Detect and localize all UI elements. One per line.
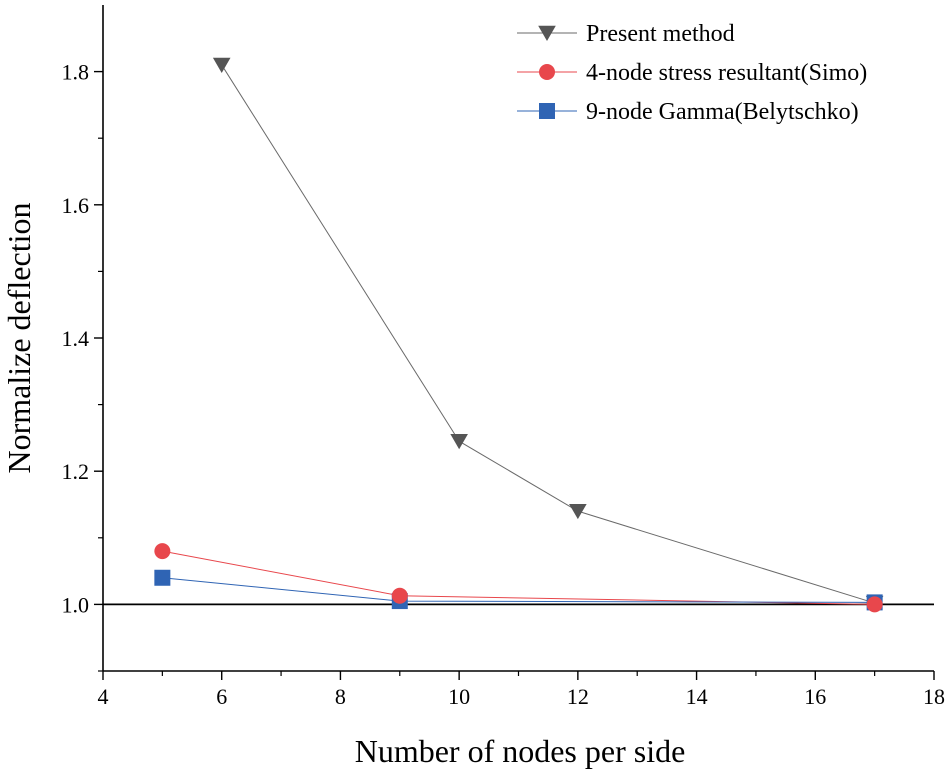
legend-marker bbox=[539, 64, 555, 80]
y-tick-label: 1.8 bbox=[62, 60, 90, 85]
data-point bbox=[212, 57, 231, 73]
tick-marks: 4 6 8 10 12 14 16 18 1.0 1.2 1.4 1.6 1.8 bbox=[62, 60, 946, 709]
x-axis-title: Number of nodes per side bbox=[355, 733, 686, 769]
x-tick-label: 8 bbox=[335, 684, 346, 709]
x-tick-label: 16 bbox=[804, 684, 826, 709]
legend-marker bbox=[539, 103, 555, 119]
series-line bbox=[221, 64, 875, 604]
data-point bbox=[154, 543, 171, 560]
legend-label: 4-node stress resultant(Simo) bbox=[586, 60, 867, 86]
legend: Present method 4-node stress resultant(Si… bbox=[517, 21, 867, 125]
x-tick-label: 14 bbox=[686, 684, 708, 709]
legend-marker bbox=[538, 25, 556, 41]
legend-label: Present method bbox=[586, 21, 735, 47]
data-series bbox=[154, 57, 884, 613]
x-tick-label: 10 bbox=[448, 684, 470, 709]
y-tick-label: 1.2 bbox=[62, 459, 90, 484]
y-tick-label: 1.0 bbox=[62, 592, 90, 617]
data-point bbox=[866, 596, 883, 613]
y-tick-label: 1.6 bbox=[62, 193, 90, 218]
data-point bbox=[569, 503, 587, 520]
x-tick-label: 6 bbox=[216, 684, 227, 709]
legend-label: 9-node Gamma(Belytschko) bbox=[586, 99, 859, 125]
data-point bbox=[450, 434, 468, 450]
data-point bbox=[391, 587, 408, 604]
data-point bbox=[154, 569, 171, 586]
y-tick-label: 1.4 bbox=[62, 326, 90, 351]
y-axis-title: Normalize deflection bbox=[1, 203, 37, 474]
x-tick-label: 4 bbox=[98, 684, 109, 709]
x-tick-label: 12 bbox=[567, 684, 589, 709]
x-tick-label: 18 bbox=[923, 684, 945, 709]
